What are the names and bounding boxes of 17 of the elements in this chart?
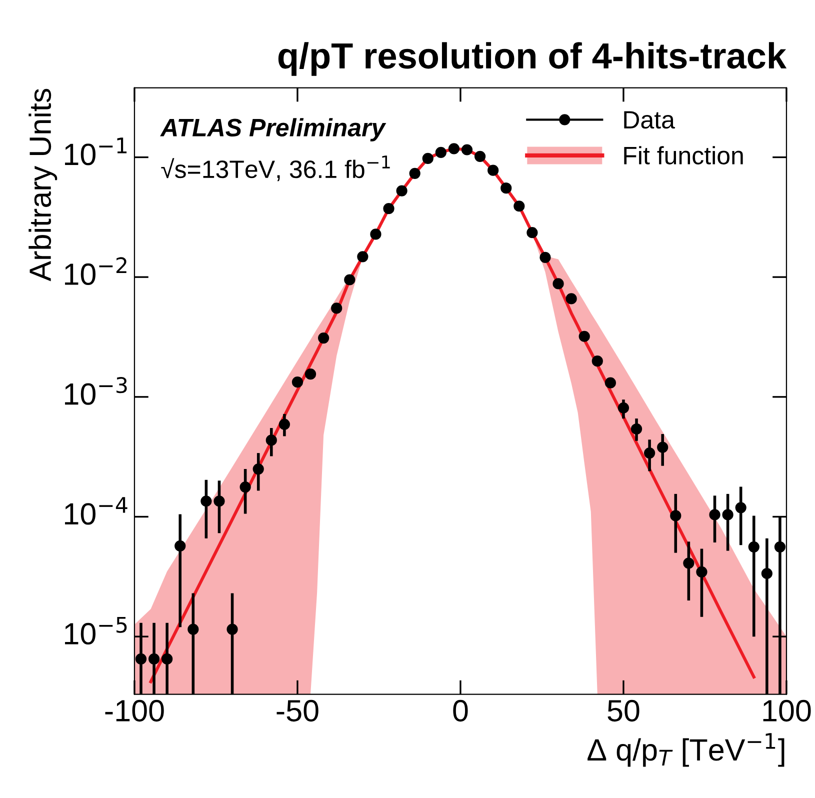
y-tick-label: 10$^{−3}$ — [65, 377, 127, 405]
y-tick-label: 10$^{−1}$ — [65, 138, 127, 166]
x-tick-label: -100 — [105, 700, 164, 722]
y-tick-label: 10$^{−4}$ — [65, 497, 128, 525]
x-tick-label: 50 — [608, 700, 640, 722]
x-tick-label: -50 — [276, 700, 318, 722]
y-tick-label: 10$^{−2}$ — [65, 257, 126, 286]
legend-label: Fit function — [624, 146, 743, 164]
x-tick-label: 0 — [453, 700, 468, 722]
x-axis-title: Δ q/p$_{T}$ [TeV$^{−1}$] — [588, 733, 784, 767]
chart-title: q/pT resolution of 4-hits-track — [278, 42, 787, 76]
annotation: √s=13TeV, 36.1 fb$^{−1}$ — [161, 156, 390, 182]
x-tick-label: 100 — [763, 700, 811, 722]
y-axis-title: Arbitrary Units — [28, 88, 58, 282]
y-tick-label: 10$^{−5}$ — [65, 616, 127, 645]
legend-label: Data — [624, 111, 675, 129]
annotation: ATLAS Preliminary — [160, 118, 386, 142]
